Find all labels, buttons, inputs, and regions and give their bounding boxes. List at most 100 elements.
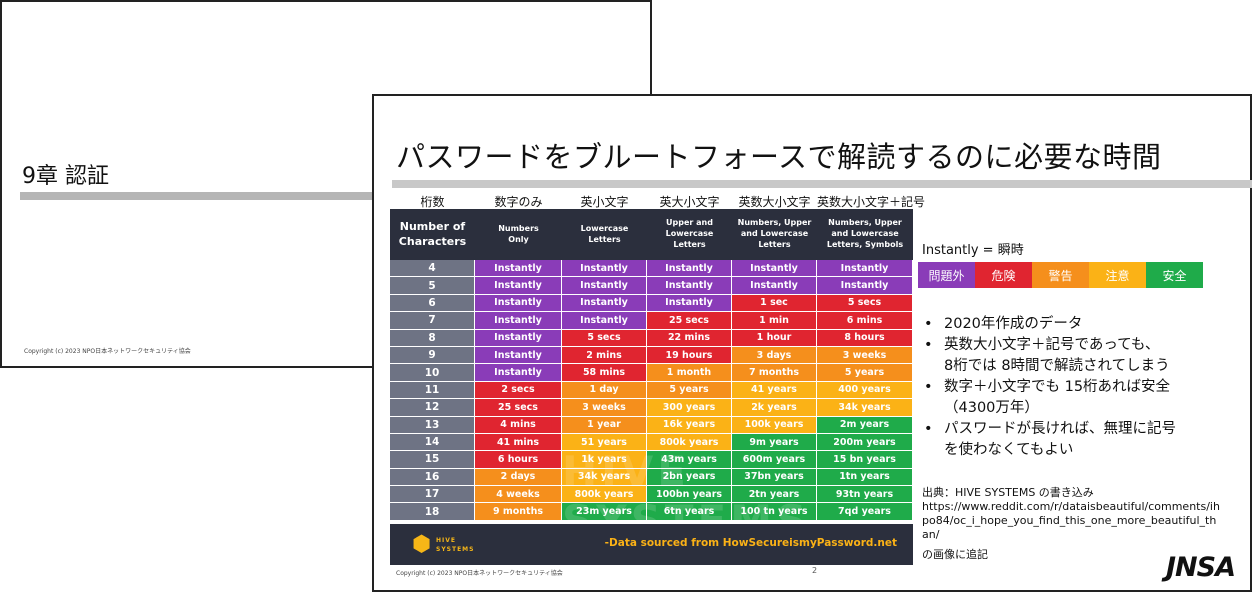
bullet-dot-icon: • xyxy=(924,379,933,395)
crack-time-cell: 1 sec xyxy=(732,294,817,313)
bullet-dot-icon: • xyxy=(924,421,933,437)
crack-time-cell: Instantly xyxy=(562,294,647,313)
source-suffix: の画像に追記 xyxy=(922,548,988,561)
crack-time-cell: 37bn years xyxy=(732,468,817,487)
bullet-item: • パスワードが長ければ、無理に記号 を使わなくてもよい xyxy=(922,419,1176,461)
bullet-text: パスワードが長ければ、無理に記号 を使わなくてもよい xyxy=(944,421,1176,458)
crack-time-cell: Instantly xyxy=(475,260,562,278)
crack-time-cell: 7 months xyxy=(732,364,817,382)
crack-time-cell: 100 tn years xyxy=(732,503,817,521)
ja-column-header: 英小文字 xyxy=(580,195,629,209)
crack-time-cell: 5 years xyxy=(817,364,913,382)
jnsa-logo: JNSA xyxy=(1166,552,1236,583)
crack-time-cell: 4 mins xyxy=(475,416,562,434)
crack-time-cell: 800k years xyxy=(562,486,647,504)
character-count-cell: 10 xyxy=(390,364,475,382)
crack-time-cell: Instantly xyxy=(817,277,913,295)
crack-time-cell: 2bn years xyxy=(647,468,732,487)
crack-time-cell: Instantly xyxy=(475,277,562,295)
bullet-text: 英数大小文字＋記号であっても、 8桁では 8時間で解読されてしまう xyxy=(944,337,1170,374)
character-count-cell: 17 xyxy=(390,486,475,504)
crack-time-cell: Instantly xyxy=(732,260,817,278)
legend-item: 注意 xyxy=(1089,262,1146,288)
crack-time-cell: 2tn years xyxy=(732,486,817,504)
crack-time-cell: 22 mins xyxy=(647,329,732,347)
crack-time-cell: 200m years xyxy=(817,433,913,452)
crack-time-cell: 100k years xyxy=(732,416,817,434)
table-row: 14 41 mins 51 years 800k years 9m years 200m … xyxy=(390,433,913,452)
legend-item: 危険 xyxy=(975,262,1032,288)
crack-time-cell: 15 bn years xyxy=(817,451,913,469)
ja-column-header: 数字のみ xyxy=(494,195,543,209)
character-count-cell: 15 xyxy=(390,451,475,469)
slide-2-title: パスワードをブルートフォースで解読するのに必要な時間 xyxy=(396,140,1162,174)
crack-time-cell: 5 years xyxy=(647,381,732,400)
crack-time-cell: 100bn years xyxy=(647,486,732,504)
character-count-cell: 12 xyxy=(390,399,475,417)
crack-time-cell: 5 secs xyxy=(562,329,647,347)
table-row: 6 Instantly Instantly Instantly 1 sec 5 secs xyxy=(390,294,913,313)
crack-time-cell: 600m years xyxy=(732,451,817,469)
source-url: https://www.reddit.com/r/dataisbeautiful… xyxy=(922,500,1220,541)
table-row: 11 2 secs 1 day 5 years 41 years 400 years xyxy=(390,381,913,400)
crack-time-cell: Instantly xyxy=(647,277,732,295)
crack-time-cell: 8 hours xyxy=(817,329,913,347)
crack-time-cell: 25 secs xyxy=(475,399,562,417)
table-column-header: Upper and Lowercase Letters xyxy=(665,218,714,249)
crack-time-cell: 4 weeks xyxy=(475,486,562,504)
legend-item: 問題外 xyxy=(918,262,975,288)
ja-column-header: 英大小文字 xyxy=(659,195,720,209)
crack-time-cell: Instantly xyxy=(647,260,732,278)
crack-time-cell: 7qd years xyxy=(817,503,913,521)
crack-time-cell: Instantly xyxy=(475,364,562,382)
character-count-cell: 13 xyxy=(390,416,475,434)
crack-time-cell: 9 months xyxy=(475,503,562,521)
legend-item: 安全 xyxy=(1146,262,1203,288)
crack-time-cell: Instantly xyxy=(475,346,562,365)
crack-time-cell: 2k years xyxy=(732,399,817,417)
crack-time-cell: 2m years xyxy=(817,416,913,434)
slide-2-copyright: Copyright (c) 2023 NPO日本ネットワークセキュリティ協会 xyxy=(396,570,563,577)
legend-item: 警告 xyxy=(1032,262,1089,288)
table-row: 7 Instantly Instantly 25 secs 1 min 6 mins xyxy=(390,312,913,330)
crack-time-cell: 6tn years xyxy=(647,503,732,521)
table-row: 16 2 days 34k years 2bn years 37bn years 1tn … xyxy=(390,468,913,487)
source-note: 出典：HIVE SYSTEMS の書き込み https://www.reddit… xyxy=(922,486,1222,562)
crack-time-cell: 5 secs xyxy=(817,294,913,313)
data-source-credit: -Data sourced from HowSecureismyPassword… xyxy=(604,537,897,549)
table-column-header: Numbers, Upper and Lowercase Letters xyxy=(737,218,812,249)
crack-time-cell: Instantly xyxy=(562,277,647,295)
table-header-row: Number of Characters Numbers Only Lowercas… xyxy=(390,209,913,260)
slide-1-title: 9章 認証 xyxy=(22,164,109,189)
table-column-header: Numbers Only xyxy=(498,223,539,244)
crack-time-cell: 2 mins xyxy=(562,346,647,365)
crack-time-cell: Instantly xyxy=(475,294,562,313)
table-body: 4 Instantly Instantly Instantly Instantly Ins… xyxy=(390,260,913,521)
character-count-cell: 6 xyxy=(390,294,475,313)
bullet-item: • 数字＋小文字でも 15桁あれば安全 （4300万年） xyxy=(922,377,1176,419)
crack-time-cell: Instantly xyxy=(475,312,562,330)
ja-column-header: 英数大小文字 xyxy=(738,195,811,209)
crack-time-cell: 800k years xyxy=(647,433,732,452)
table-column-header: Numbers, Upper and Lowercase Letters, Sy… xyxy=(826,218,904,249)
crack-time-cell: 34k years xyxy=(562,468,647,487)
crack-time-cell: 300 years xyxy=(647,399,732,417)
crack-time-cell: Instantly xyxy=(475,329,562,347)
character-count-cell: 9 xyxy=(390,346,475,365)
crack-time-cell: 1 year xyxy=(562,416,647,434)
password-time-table: Number of Characters Numbers Only Lowercas… xyxy=(390,209,913,545)
table-row: 18 9 months 23m years 6tn years 100 tn years… xyxy=(390,503,913,521)
crack-time-cell: 41 mins xyxy=(475,433,562,452)
table-row: 17 4 weeks 800k years 100bn years 2tn years 9… xyxy=(390,486,913,504)
character-count-cell: 5 xyxy=(390,277,475,295)
crack-time-cell: 16k years xyxy=(647,416,732,434)
instantly-note: Instantly = 瞬時 xyxy=(922,243,1024,258)
bullet-list: • 2020年作成のデータ • 英数大小文字＋記号であっても、 8桁では 8時間で解読… xyxy=(922,314,1176,461)
crack-time-cell: 9m years xyxy=(732,433,817,452)
hive-logo-text: HIVE SYSTEMS xyxy=(436,537,475,553)
slide-2[interactable]: パスワードをブルートフォースで解読するのに必要な時間 桁数 数字のみ 英小文字 英大小… xyxy=(372,94,1252,592)
title-underline xyxy=(20,192,654,200)
character-count-cell: 8 xyxy=(390,329,475,347)
crack-time-cell: 19 hours xyxy=(647,346,732,365)
crack-time-cell: 93tn years xyxy=(817,486,913,504)
